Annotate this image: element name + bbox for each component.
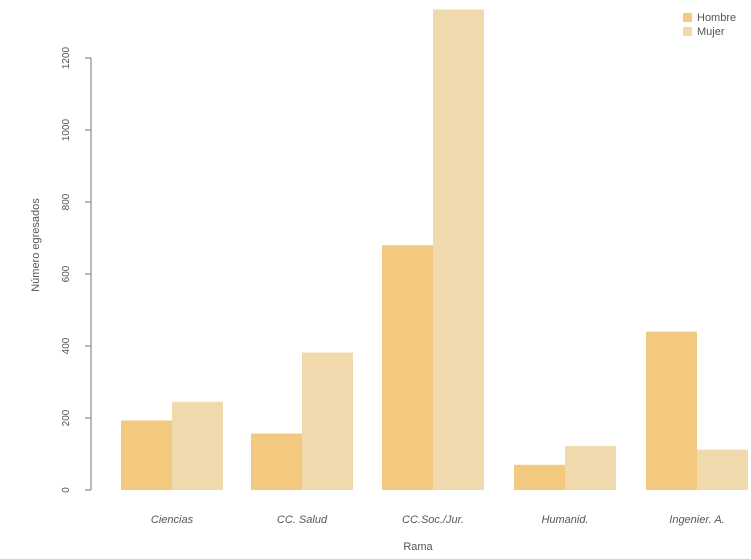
x-tick-label: Ciencias xyxy=(151,514,194,526)
y-tick-label: 1000 xyxy=(61,118,72,141)
x-tick-label: Humanid. xyxy=(541,514,588,526)
bar-mujer-2 xyxy=(433,9,484,491)
bar-hombre-4 xyxy=(646,331,697,490)
legend: Hombre Mujer xyxy=(683,12,736,38)
y-tick-label: 200 xyxy=(61,409,72,426)
y-axis-title: Número egresados xyxy=(30,198,42,292)
x-tick-label: CC.Soc./Jur. xyxy=(402,514,464,526)
legend-label-mujer: Mujer xyxy=(697,26,725,38)
y-tick-label: 0 xyxy=(61,487,72,493)
bar-hombre-2 xyxy=(382,245,433,490)
x-axis-title: Rama xyxy=(403,541,433,553)
y-tick-label: 800 xyxy=(61,193,72,210)
bar-mujer-3 xyxy=(565,446,616,490)
bar-hombre-0 xyxy=(121,420,172,490)
bar-hombre-1 xyxy=(251,433,302,490)
bar-hombre-3 xyxy=(514,464,565,490)
y-tick-label: 1200 xyxy=(61,46,72,69)
x-axis-labels: Ciencias CC. Salud CC.Soc./Jur. Humanid. Ing… xyxy=(151,514,725,526)
y-tick-label: 400 xyxy=(61,337,72,354)
y-tick-label: 600 xyxy=(61,265,72,282)
x-tick-label: CC. Salud xyxy=(277,514,328,526)
bars xyxy=(121,9,748,491)
bar-mujer-4 xyxy=(697,449,748,490)
legend-swatch-mujer xyxy=(683,27,692,36)
x-tick-label: Ingenier. A. xyxy=(669,514,724,526)
legend-swatch-hombre xyxy=(683,13,692,22)
y-axis: 0 200 400 600 800 1000 1200 xyxy=(61,46,92,493)
bar-mujer-0 xyxy=(172,401,223,490)
bar-mujer-1 xyxy=(302,352,353,490)
legend-label-hombre: Hombre xyxy=(697,12,736,24)
